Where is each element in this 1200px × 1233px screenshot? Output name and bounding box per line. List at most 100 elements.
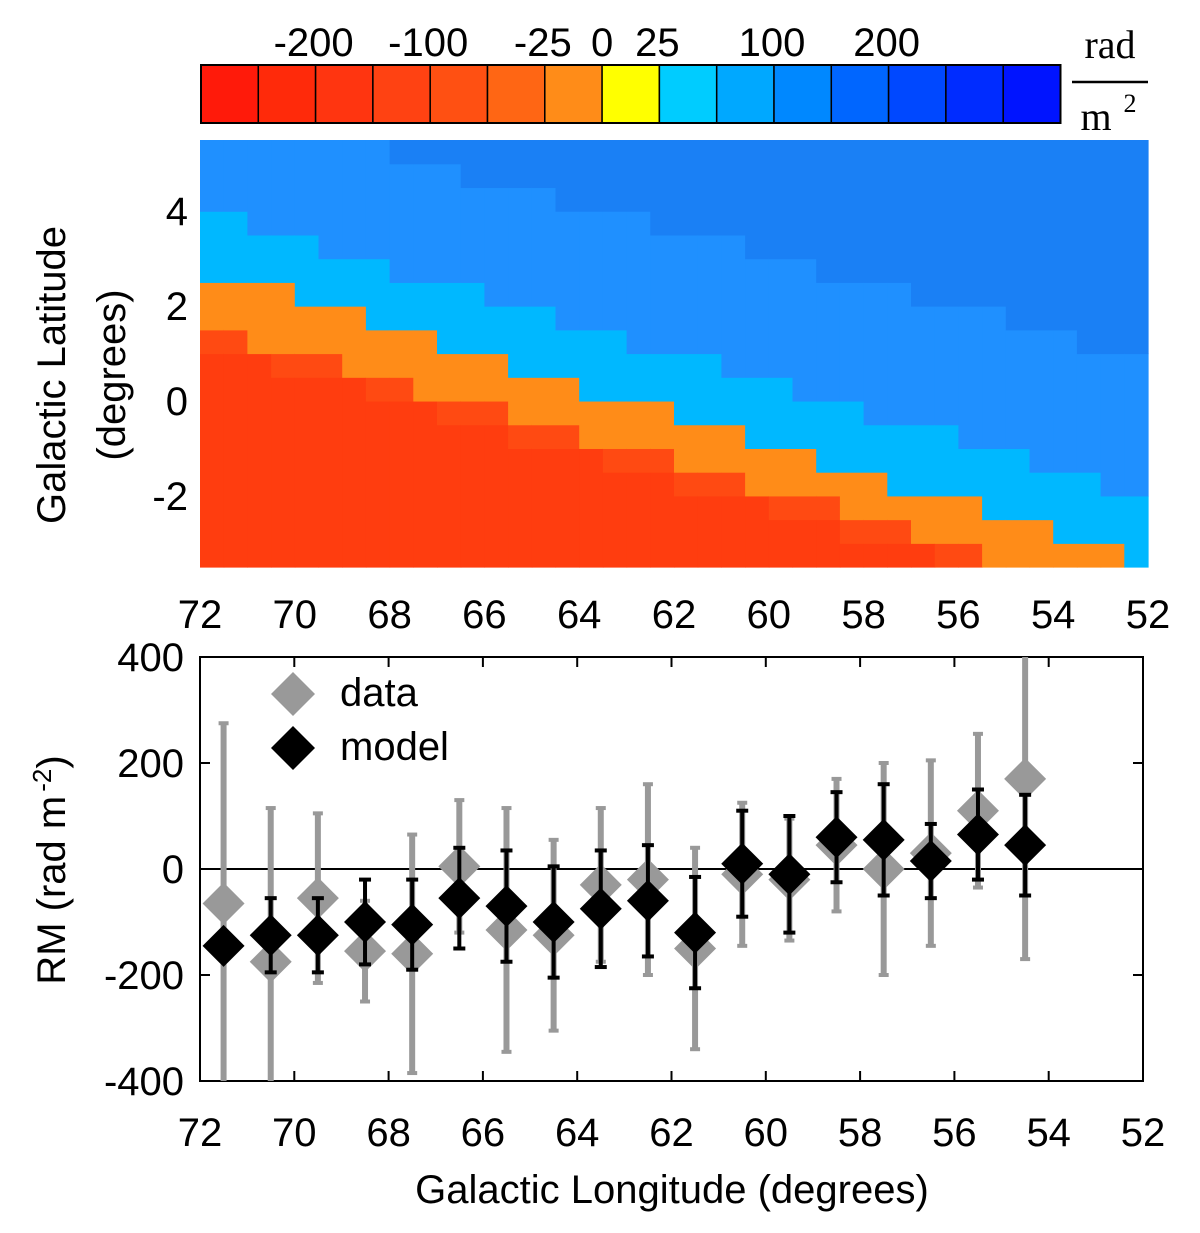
heatmap-band-blue <box>1076 353 1102 473</box>
heatmap-band-orange <box>745 448 770 497</box>
colorbar-cell-6 <box>544 64 603 124</box>
heatmap-band-red <box>365 377 391 402</box>
heatmap-band-blue <box>674 234 699 355</box>
heatmap-band-orange <box>1029 519 1054 568</box>
heatmap-band-blue-dark <box>982 140 1007 307</box>
colorbar-tick-label: -25 <box>514 21 572 65</box>
scatter-y-tick-label: -400 <box>104 1060 184 1104</box>
heatmap-band-red <box>555 424 580 449</box>
heatmap-band-red <box>887 519 912 544</box>
heatmap-band-cyan <box>460 282 485 355</box>
heatmap-band-blue-dark <box>721 140 746 236</box>
heatmap-band-blue <box>839 282 865 402</box>
heatmap-band-red-dark <box>745 495 770 568</box>
heatmap-x-tick-label: 72 <box>178 593 223 637</box>
heatmap-band-cyan <box>247 234 272 283</box>
scatter-x-tick-label: 64 <box>555 1111 600 1155</box>
heatmap-band-orange <box>555 377 580 426</box>
heatmap-band-cyan <box>768 377 794 449</box>
scatter-y-tick-label: 200 <box>117 742 184 786</box>
heatmap-band-orange <box>294 306 320 355</box>
heatmap-band-red <box>958 543 983 568</box>
heatmap-x-tick-label: 62 <box>652 593 697 637</box>
heatmap-band-red-dark <box>271 377 296 568</box>
heatmap-band-orange <box>958 495 983 544</box>
scatter-axis-ticks <box>199 656 1144 1082</box>
colorbar-cell-9 <box>715 64 775 124</box>
heatmap-band-orange <box>460 353 485 402</box>
heatmap-band-blue <box>247 140 272 236</box>
scatter-x-tick-label: 56 <box>932 1111 977 1155</box>
heatmap-band-blue <box>531 187 557 307</box>
heatmap-band-blue-dark <box>745 140 770 260</box>
heatmap-band-blue <box>816 282 841 402</box>
scatter-y-tick-label: 0 <box>162 848 184 892</box>
heatmap-band-red <box>294 353 320 378</box>
heatmap-band-blue-dark <box>1029 140 1054 331</box>
heatmap-band-orange <box>365 329 391 378</box>
heatmap-band-red <box>389 377 414 402</box>
colorbar-cell-7 <box>601 64 661 124</box>
colorbar-tick-labels: -200 -100 -25 0 25 100 200 <box>274 21 920 65</box>
colorbar-cell-10 <box>773 64 833 124</box>
heatmap-band-red-dark <box>437 424 462 568</box>
heatmap-band-orange <box>887 495 912 521</box>
heatmap-band-blue-dark <box>484 140 509 189</box>
heatmap-band-cyan <box>816 400 841 473</box>
heatmap-band-red <box>839 519 865 544</box>
heatmap-band-cyan <box>413 282 438 331</box>
heatmap-band-red <box>223 329 248 355</box>
heatmap-band-red-dark <box>863 543 888 568</box>
heatmap-band-red <box>792 495 817 521</box>
heatmap-band-orange <box>1005 519 1031 568</box>
model-point <box>862 818 905 861</box>
heatmap-band-blue-dark <box>816 140 841 283</box>
heatmap-band-blue <box>460 187 485 283</box>
scatter-x-tick-label: 52 <box>1121 1111 1166 1155</box>
colorbar-cell-2 <box>314 64 374 124</box>
colorbar-tick-label: -200 <box>274 21 354 65</box>
heatmap-x-tick-label: 70 <box>273 593 318 637</box>
model-point <box>909 840 952 883</box>
heatmap-band-cyan <box>721 377 746 426</box>
heatmap-band-red-dark <box>413 400 438 568</box>
heatmap-band-red-dark <box>294 377 320 568</box>
heatmap-band-red <box>863 519 888 544</box>
colorbar-frame <box>200 64 1062 124</box>
heatmap-band-blue-dark <box>674 140 699 236</box>
heatmap-x-tick-label: 56 <box>936 593 981 637</box>
scatter-x-tick-label: 70 <box>272 1111 317 1155</box>
heatmap-band-cyan <box>626 353 651 402</box>
heatmap-band-orange <box>318 306 343 355</box>
heatmap-band-blue <box>223 140 248 212</box>
scatter-x-tick-label: 60 <box>744 1111 789 1155</box>
heatmap-band-cyan <box>792 400 817 449</box>
heatmap-band-orange <box>792 448 817 497</box>
model-point <box>721 842 764 885</box>
heatmap-x-tick-label: 52 <box>1126 593 1171 637</box>
model-point <box>956 813 999 856</box>
heatmap-band-orange <box>508 377 533 426</box>
scatter-x-tick-label: 72 <box>178 1111 223 1155</box>
heatmap-band-red-dark <box>650 472 675 568</box>
heatmap-band-cyan <box>579 329 604 402</box>
colorbar-unit: rad m 2 <box>1072 22 1148 139</box>
colorbar-cell-4 <box>429 64 489 124</box>
heatmap-y-tick-labels: 4 2 0 -2 <box>152 190 188 519</box>
heatmap-y-tick-label: -2 <box>152 475 188 519</box>
heatmap-band-red <box>602 448 628 473</box>
heatmap-band-cyan <box>1100 495 1125 544</box>
heatmap-band-red-dark <box>247 353 272 568</box>
heatmap-band-blue-dark <box>579 140 604 212</box>
colorbar-cell-12 <box>887 64 947 124</box>
colorbar-unit-exponent: 2 <box>1124 89 1137 118</box>
heatmap-band-orange <box>650 400 675 449</box>
heatmap-band-cyan <box>200 211 225 283</box>
heatmap-band-cyan <box>1005 448 1031 521</box>
heatmap-band-orange <box>1053 543 1078 568</box>
heatmap-band-blue-dark <box>887 140 912 283</box>
colorbar-cell-3 <box>372 64 431 124</box>
scatter-ylabel-exponent: -2 <box>27 769 57 792</box>
heatmap-band-blue-dark <box>626 140 651 212</box>
